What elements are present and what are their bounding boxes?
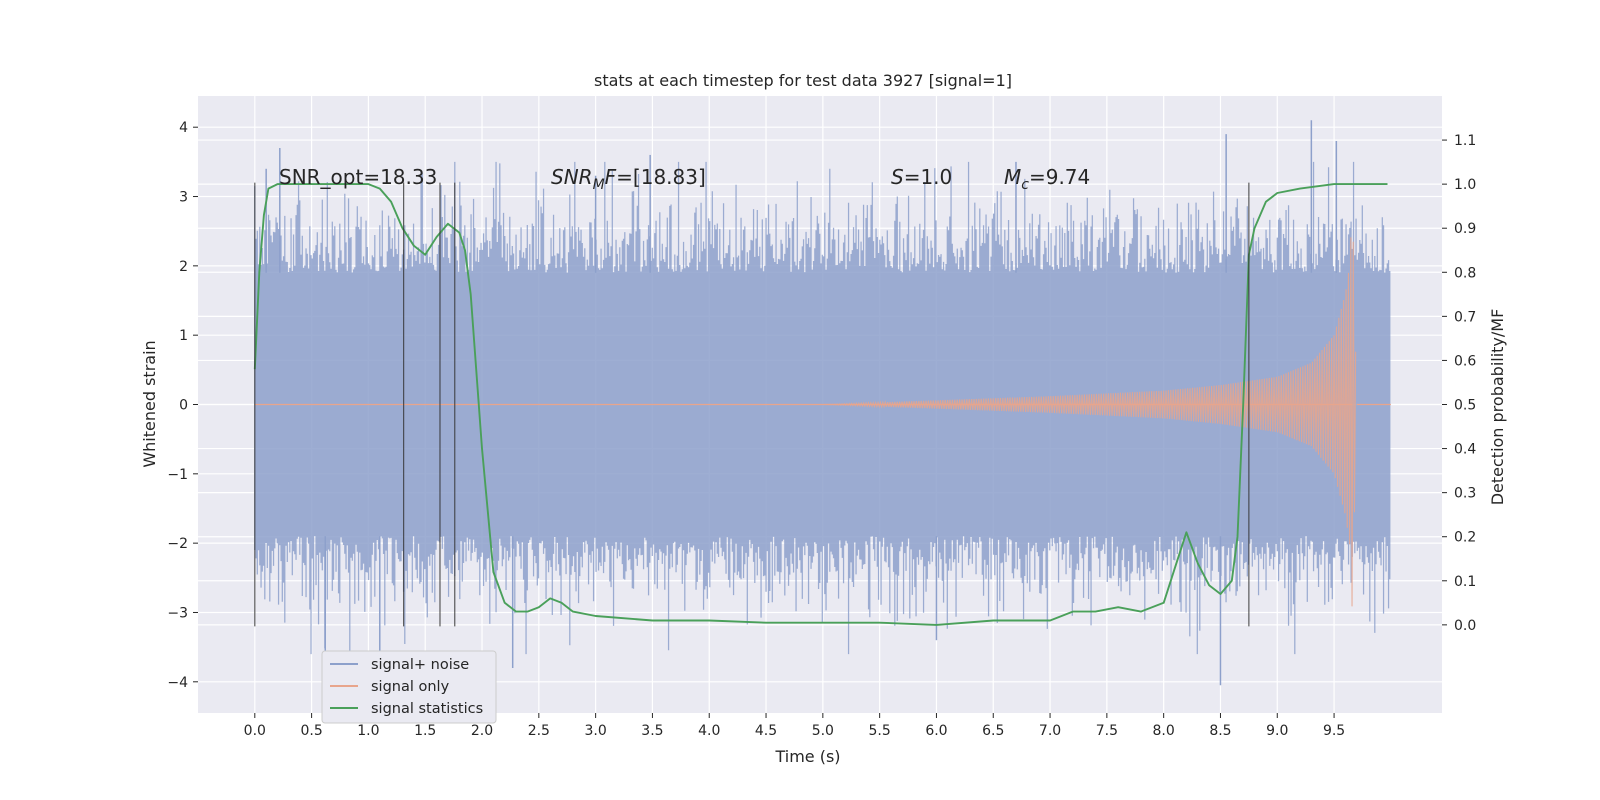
y-tick-label-right: 0.7: [1454, 309, 1476, 325]
x-tick-label: 2.0: [471, 723, 493, 739]
y-tick-label-right: 0.0: [1454, 618, 1476, 634]
x-tick-label: 4.0: [698, 723, 720, 739]
y-axis-label-left: Whitened strain: [140, 340, 159, 467]
legend: signal+ noise signal only signal statistic…: [321, 650, 497, 724]
legend-box: [321, 650, 497, 724]
y-tick-label-left: −1: [167, 467, 188, 483]
series-layer: [253, 120, 1391, 686]
y-tick-label-right: 0.1: [1454, 574, 1476, 590]
x-tick-label: 2.5: [528, 723, 550, 739]
x-tick-label: 3.5: [641, 723, 663, 739]
x-tick-label: 0.5: [300, 723, 322, 739]
x-tick-label: 5.0: [812, 723, 834, 739]
x-tick-label: 9.5: [1323, 723, 1345, 739]
x-tick-label: 6.5: [982, 723, 1004, 739]
legend-label: signal statistics: [371, 701, 483, 717]
x-tick-label: 0.0: [244, 723, 266, 739]
y-tick-label-right: 0.3: [1454, 486, 1476, 502]
annotation-snr-opt: SNR_opt=18.33: [279, 165, 437, 189]
signal-statistics-line: [253, 183, 1388, 626]
legend-label: signal only: [371, 679, 450, 695]
x-tick-label: 5.5: [869, 723, 891, 739]
y-axis-right: 1.1 1.0 0.9 0.8 0.7 0.6 0.5 0.4 0.3 0.2 0.1 0.0: [1442, 133, 1476, 634]
y-tick-label-left: −3: [167, 605, 188, 621]
vertical-markers: [254, 182, 1250, 627]
y-tick-label-left: −2: [167, 536, 188, 552]
x-tick-label: 9.0: [1266, 723, 1288, 739]
x-tick-label: 1.5: [414, 723, 436, 739]
y-tick-label-left: 2: [179, 259, 188, 275]
legend-label: signal+ noise: [371, 657, 469, 673]
y-tick-label-left: 3: [179, 190, 188, 206]
x-tick-label: 1.0: [357, 723, 379, 739]
x-tick-label: 8.5: [1209, 723, 1231, 739]
y-tick-label-right: 1.1: [1454, 133, 1476, 149]
y-tick-label-right: 0.5: [1454, 398, 1476, 414]
y-tick-label-right: 0.6: [1454, 353, 1476, 369]
y-tick-label-left: 4: [179, 120, 188, 136]
x-tick-label: 7.5: [1096, 723, 1118, 739]
x-tick-label: 8.0: [1153, 723, 1175, 739]
signal-only-chirp: [822, 237, 1357, 607]
annotation-snr-mf: SNRMF=[18.83]: [551, 165, 706, 193]
y-tick-label-right: 0.8: [1454, 265, 1476, 281]
y-tick-label-right: 1.0: [1454, 177, 1476, 193]
x-axis: 0.0 0.5 1.0 1.5 2.0 2.5 3.0 3.5 4.0 4.5 5.0 5.5 6.0 6…: [244, 713, 1345, 739]
chart-title: stats at each timestep for test data 392…: [594, 71, 1012, 90]
y-tick-label-right: 0.9: [1454, 221, 1476, 237]
x-tick-label: 6.0: [925, 723, 947, 739]
y-axis-label-right: Detection probability/MF: [1488, 309, 1507, 506]
x-tick-label: 7.0: [1039, 723, 1061, 739]
x-tick-label: 3.0: [584, 723, 606, 739]
y-tick-label-left: −4: [167, 675, 188, 691]
y-tick-label-left: 0: [179, 398, 188, 414]
annotations: SNR_opt=18.33 SNRMF=[18.83] S=1.0 Mc=9.74: [279, 165, 1090, 193]
y-tick-label-right: 0.4: [1454, 442, 1476, 458]
annotation-chirp-mass: Mc=9.74: [1004, 165, 1090, 193]
y-axis-left: 4 3 2 1 0 −1 −2 −3 −4: [167, 120, 198, 691]
y-tick-label-left: 1: [179, 328, 188, 344]
annotation-s: S=1.0: [891, 165, 952, 189]
x-axis-label: Time (s): [774, 747, 840, 766]
y-tick-label-right: 0.2: [1454, 530, 1476, 546]
x-tick-label: 4.5: [755, 723, 777, 739]
